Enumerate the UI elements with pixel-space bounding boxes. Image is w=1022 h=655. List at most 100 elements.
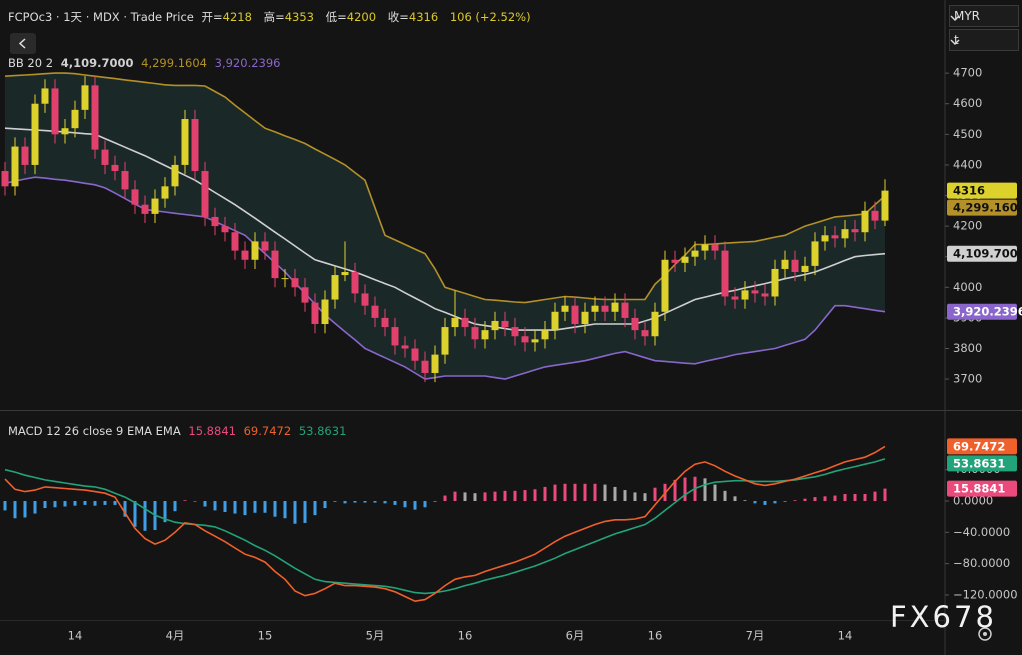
candle-body — [721, 250, 729, 297]
y-tick-label: −80.0000 — [953, 556, 1010, 570]
candle-body — [591, 305, 599, 312]
candle-body — [771, 268, 779, 297]
histogram-bar — [243, 501, 247, 516]
candle-body — [131, 189, 139, 205]
candle-body — [241, 250, 249, 260]
candle-body — [61, 128, 69, 135]
histogram-bar — [313, 501, 317, 516]
candle-body — [21, 146, 29, 165]
histogram-bar — [3, 501, 7, 511]
gear-ring — [978, 627, 992, 641]
candle-body — [231, 232, 239, 251]
candle-body — [141, 204, 149, 214]
change: 106 (+2.52%) — [449, 10, 531, 24]
histogram-bar — [103, 501, 107, 505]
histogram-bar — [503, 490, 507, 502]
candle-body — [51, 88, 59, 135]
open-label: 开= — [201, 10, 223, 24]
histogram-bar — [783, 501, 787, 502]
candle-body — [391, 327, 399, 346]
histogram-bar — [863, 493, 867, 502]
y-tick-label: 3800 — [953, 341, 982, 355]
histogram-bar — [723, 490, 727, 502]
candle-body — [251, 241, 259, 260]
candle-body — [841, 229, 849, 239]
y-tick-label: 0.0000 — [953, 494, 993, 508]
candle-body — [371, 305, 379, 318]
candle-body — [291, 278, 299, 288]
candle-body — [471, 327, 479, 340]
histogram-bar — [483, 492, 487, 502]
candle-body — [611, 302, 619, 312]
y-tick-label: −120.0000 — [953, 587, 1018, 601]
candle-body — [401, 345, 409, 349]
candle-body — [321, 299, 329, 325]
unit-dropdown[interactable]: t — [949, 29, 1019, 51]
band-line — [4, 72, 886, 304]
candle-body — [151, 198, 159, 214]
x-tick-label: 16 — [648, 629, 663, 643]
histogram-bar — [143, 501, 147, 531]
histogram-bar — [493, 491, 497, 502]
candle-body — [631, 317, 639, 331]
histogram-bar — [833, 495, 837, 502]
candle-body — [71, 109, 79, 129]
unit: t — [954, 33, 959, 47]
candle-body — [211, 216, 219, 227]
candle-body — [161, 186, 169, 199]
histogram-bar — [263, 501, 267, 513]
low-label: 低= — [325, 10, 347, 24]
bb-name: BB 20 2 — [8, 56, 54, 70]
candle-body — [201, 171, 209, 217]
macd-value: 69.7472 — [243, 424, 292, 438]
histogram-bar — [113, 501, 117, 505]
candle-body — [461, 317, 469, 328]
histogram-bar — [613, 486, 617, 502]
candle-body — [691, 250, 699, 257]
macd-legend: MACD 12 26 close 9 EMA EMA 15.8841 69.74… — [8, 424, 350, 438]
histogram-bar — [643, 493, 647, 502]
candle-body — [481, 330, 489, 340]
price-badge-label: 4,109.7000 — [953, 247, 1022, 261]
histogram-bar — [413, 501, 417, 510]
histogram-bar — [273, 501, 277, 517]
histogram-bar — [673, 479, 677, 502]
histogram-bar — [293, 501, 297, 524]
candle-body — [791, 259, 799, 273]
histogram-bar — [283, 501, 287, 519]
symbol-legend: FCPOc3 · 1天 · MDX · Trade Price 开=4218 高… — [8, 9, 535, 25]
histogram-bar — [123, 501, 127, 517]
collapse-button[interactable] — [10, 33, 36, 54]
price-badge-label: 53.8631 — [953, 456, 1005, 470]
candle-body — [221, 226, 229, 233]
x-tick-label: 5月 — [366, 629, 385, 643]
candle-body — [491, 320, 499, 331]
histogram-bar — [753, 501, 757, 504]
price-badge-label: 3,920.2396 — [953, 305, 1022, 319]
low-value: 4200 — [346, 10, 377, 24]
candle-body — [681, 256, 689, 263]
settings-icon[interactable] — [978, 627, 992, 641]
histogram-value: 15.8841 — [188, 424, 236, 438]
histogram-bar — [443, 495, 447, 502]
candle-body — [761, 293, 769, 297]
histogram-bar — [463, 492, 467, 502]
candle-body — [831, 235, 839, 239]
y-tick-label: 4000 — [953, 280, 982, 294]
x-tick-label: 7月 — [746, 629, 765, 643]
candle-body — [301, 287, 309, 303]
histogram-bar — [823, 496, 827, 502]
candle-body — [561, 305, 569, 312]
high: 高=4353 — [264, 10, 318, 24]
macd-line — [4, 445, 886, 603]
histogram-bar — [583, 483, 587, 502]
gear-center — [983, 632, 987, 636]
histogram-bar — [853, 493, 857, 502]
histogram-bar — [323, 501, 327, 509]
open-value: 4218 — [222, 10, 252, 24]
candle-body — [271, 250, 279, 279]
y-tick-label: 4200 — [953, 219, 982, 233]
histogram-bar — [43, 501, 47, 509]
currency-dropdown[interactable]: MYR — [949, 5, 1019, 27]
